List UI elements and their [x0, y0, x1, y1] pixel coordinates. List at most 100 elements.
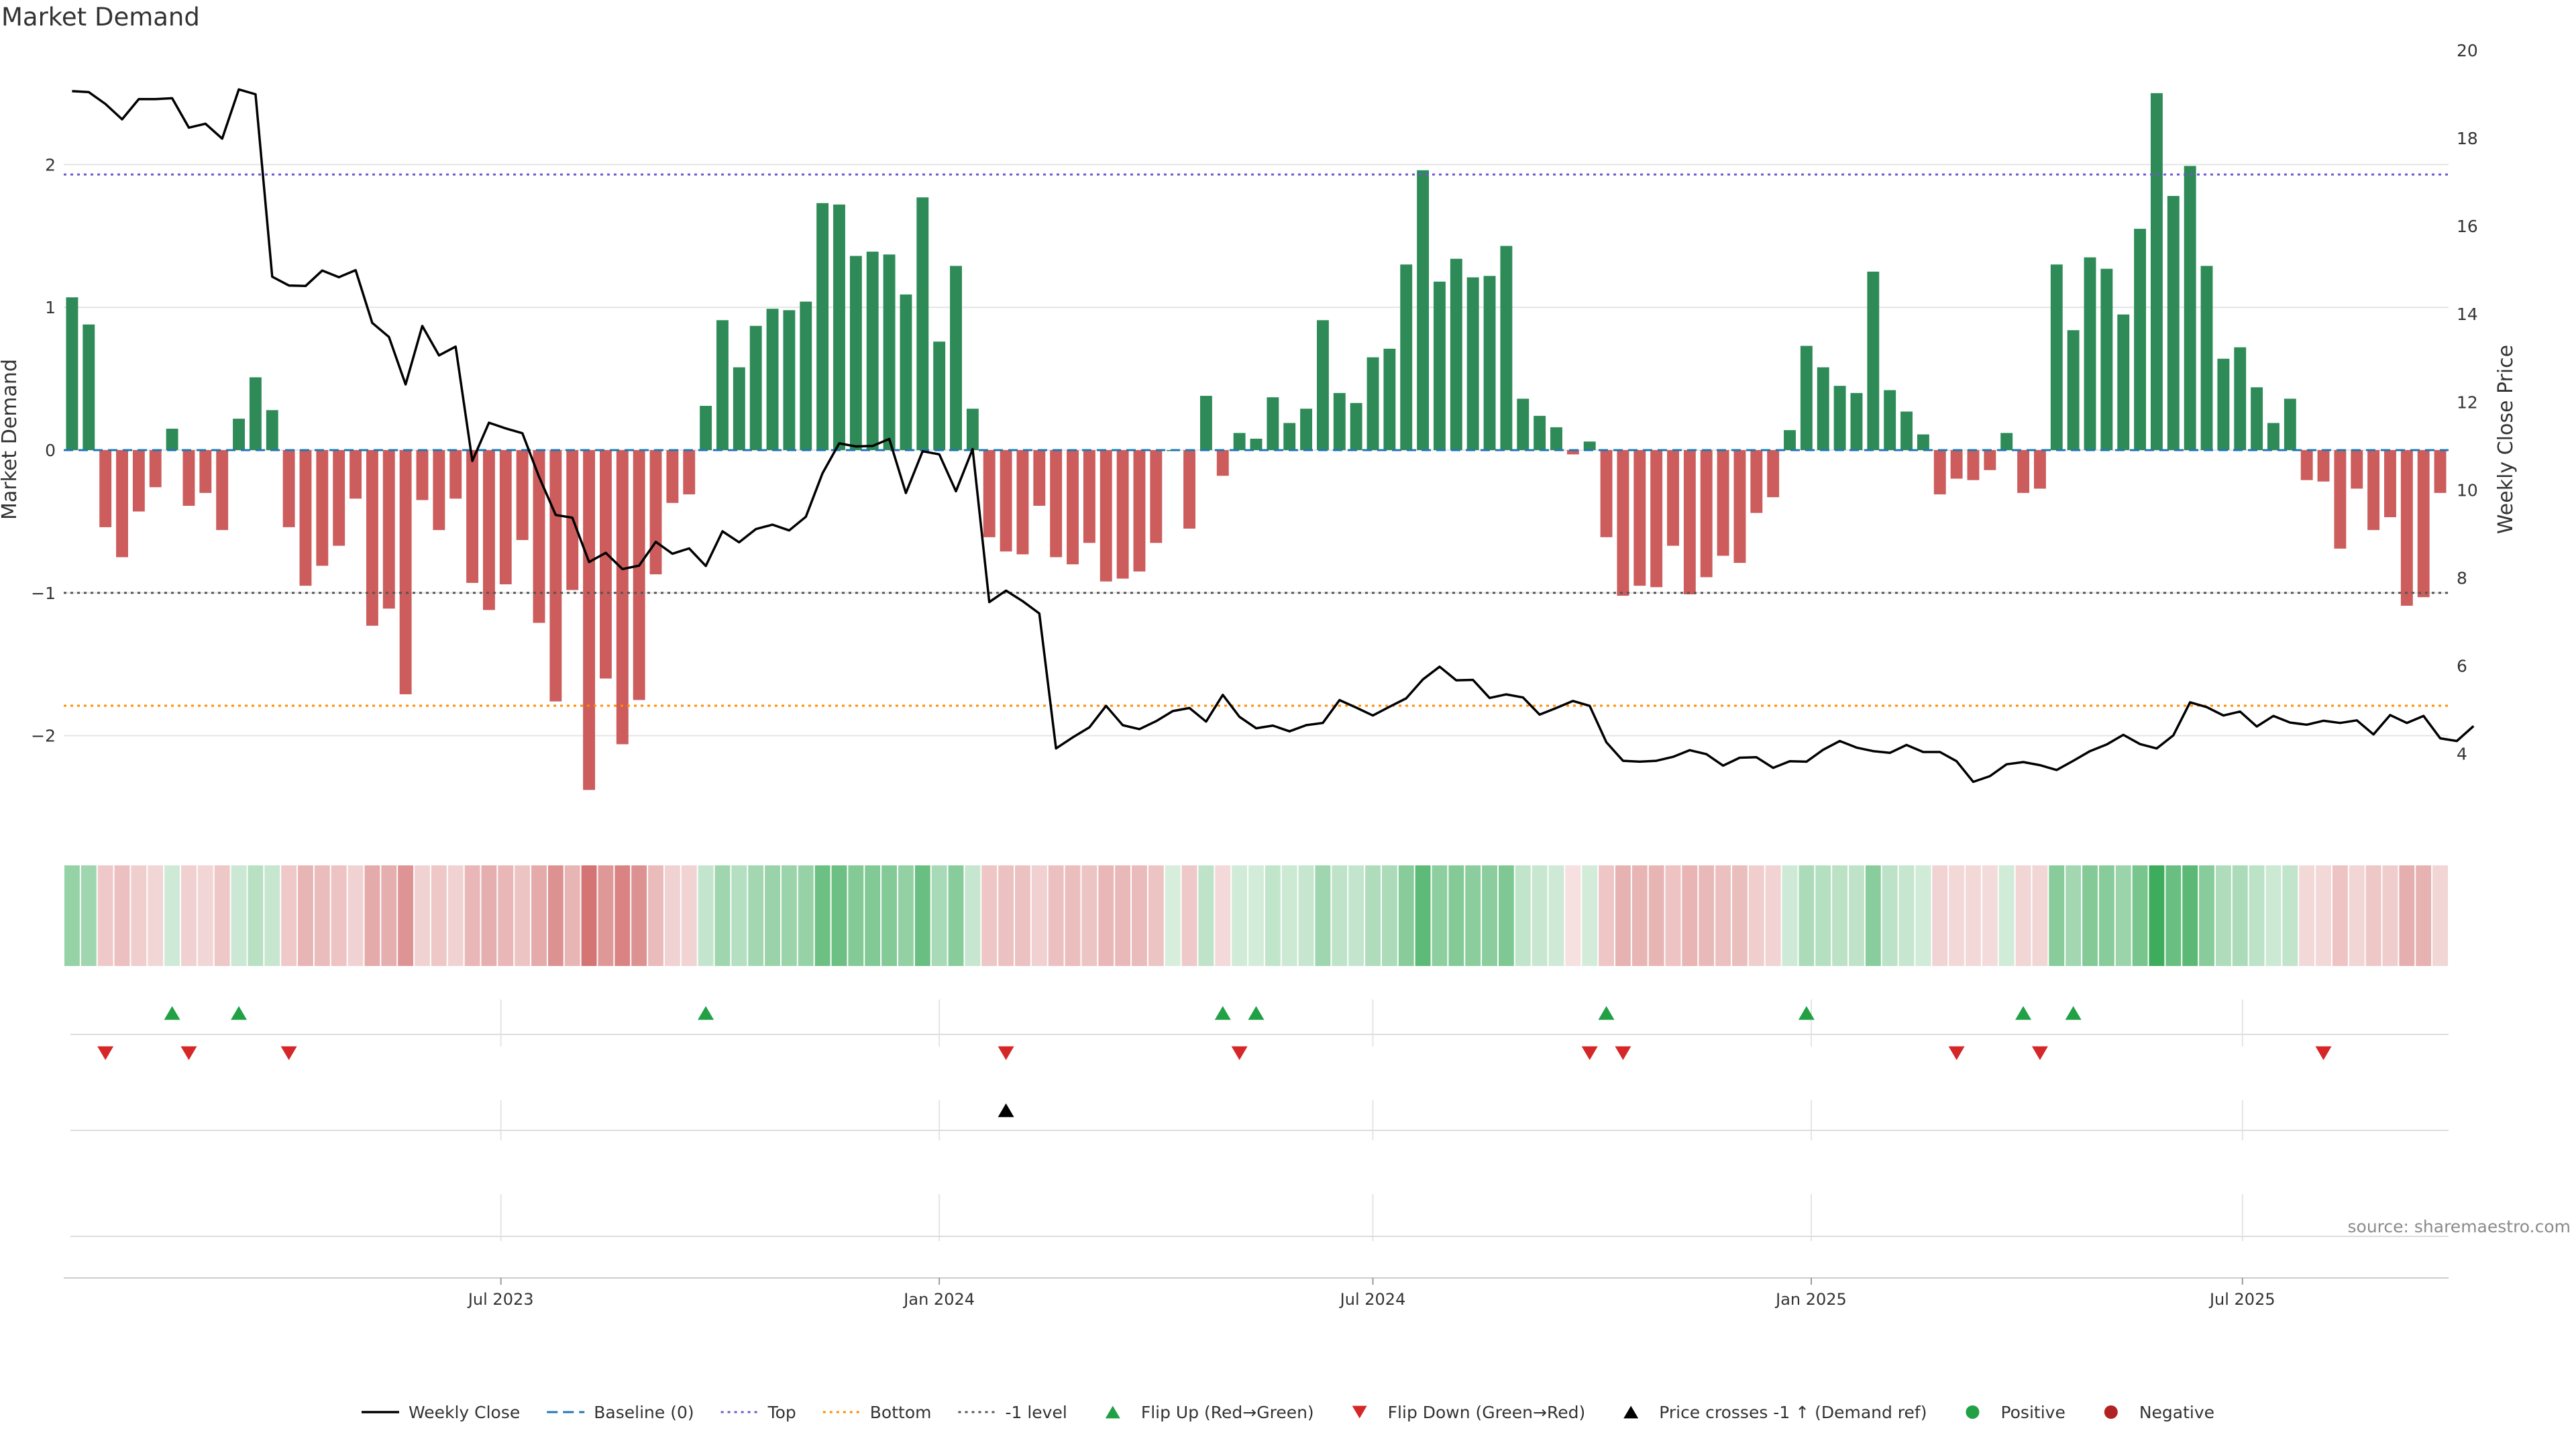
- heatmap-cell: [2015, 865, 2031, 966]
- heatmap-cell: [1031, 865, 1047, 966]
- y-left-tick-label: 1: [45, 298, 56, 317]
- demand-bar: [1283, 423, 1296, 450]
- heatmap-cell: [2332, 865, 2348, 966]
- y-right-tick-label: 14: [2457, 305, 2478, 324]
- demand-bar: [2417, 449, 2430, 598]
- heatmap-cell: [1648, 865, 1664, 966]
- heatmap-cell: [2149, 865, 2165, 966]
- heatmap-cell: [781, 865, 797, 966]
- x-tick-label: Jul 2024: [1339, 1290, 1406, 1309]
- demand-bar: [1233, 433, 1246, 450]
- heatmap-cell: [1782, 865, 1798, 966]
- demand-bar: [2067, 330, 2080, 450]
- heatmap-cell: [2132, 865, 2148, 966]
- flip-down-marker: [97, 1046, 114, 1061]
- demand-bar: [2384, 449, 2396, 517]
- demand-bar: [2150, 93, 2163, 450]
- flip-down-marker: [1948, 1046, 1965, 1061]
- heatmap-cell: [948, 865, 964, 966]
- heatmap-cell: [881, 865, 898, 966]
- demand-bar: [1333, 392, 1346, 450]
- heatmap-cell: [1381, 865, 1397, 966]
- demand-bar: [983, 449, 996, 537]
- demand-bar: [1000, 449, 1012, 552]
- heatmap-cell: [765, 865, 780, 966]
- heatmap-cell: [814, 865, 830, 966]
- heatmap-cell: [314, 865, 330, 966]
- heatmap-cell: [515, 865, 531, 966]
- demand-bar: [1083, 449, 1095, 543]
- demand-bar: [182, 449, 195, 506]
- heatmap-cell: [1732, 865, 1748, 966]
- demand-bar: [666, 449, 679, 503]
- demand-bar: [1784, 430, 1796, 450]
- heatmap-cell: [2182, 865, 2198, 966]
- demand-bar: [449, 449, 462, 499]
- y-left-tick-label: 2: [45, 155, 56, 174]
- heatmap-cell: [2432, 865, 2449, 966]
- demand-bar: [1150, 449, 1163, 543]
- y-right-tick-label: 18: [2457, 129, 2478, 148]
- legend-label: -1 level: [1005, 1403, 1067, 1422]
- heatmap-cell: [1482, 865, 1497, 966]
- heatmap-cell: [1799, 865, 1815, 966]
- heatmap-cell: [1081, 865, 1097, 966]
- heatmap-cell: [1949, 865, 1965, 966]
- flip-up-marker: [2015, 1006, 2032, 1020]
- heatmap-cell: [581, 865, 597, 966]
- heatmap-cell: [1398, 865, 1414, 966]
- legend-item: Negative: [2104, 1403, 2214, 1422]
- heatmap-cell: [664, 865, 680, 966]
- heatmap-cell: [2082, 865, 2098, 966]
- heatmap-cell: [1115, 865, 1131, 966]
- heatmap-cell: [2165, 865, 2182, 966]
- demand-bar: [1600, 449, 1613, 537]
- flip-down-marker: [1231, 1046, 1248, 1061]
- flip-down-marker: [280, 1046, 297, 1061]
- flip-down-marker: [2315, 1046, 2332, 1061]
- heatmap-cell: [1932, 865, 1948, 966]
- heatmap-cell: [1765, 865, 1781, 966]
- heatmap-cell: [681, 865, 697, 966]
- heatmap-cell: [1048, 865, 1064, 966]
- heatmap-cell: [1498, 865, 1514, 966]
- legend-triangle-up-swatch: [1623, 1405, 1639, 1419]
- heatmap-cell: [481, 865, 497, 966]
- heatmap-cell: [2399, 865, 2415, 966]
- demand-bar: [249, 377, 262, 450]
- heatmap-cell: [698, 865, 714, 966]
- heatmap-cell: [1966, 865, 1981, 966]
- heatmap-cell: [714, 865, 731, 966]
- legend-label: Flip Down (Green→Red): [1388, 1403, 1586, 1422]
- heatmap-cell: [381, 865, 397, 966]
- flip-up-marker: [231, 1006, 248, 1020]
- heatmap-cell: [331, 865, 347, 966]
- demand-bar: [1950, 449, 1963, 479]
- demand-bar: [1400, 264, 1413, 450]
- demand-bar: [1683, 449, 1696, 594]
- heatmap-cell: [281, 865, 297, 966]
- heatmap-cell: [1715, 865, 1731, 966]
- demand-bar: [2284, 398, 2296, 450]
- demand-bar: [1617, 449, 1629, 596]
- demand-bar: [766, 309, 779, 450]
- heatmap-cell: [1582, 865, 1598, 966]
- demand-bar: [1750, 449, 1763, 513]
- demand-bar: [1450, 258, 1462, 450]
- heatmap-cell: [1181, 865, 1197, 966]
- heatmap-cell: [498, 865, 514, 966]
- demand-bar: [1216, 449, 1229, 476]
- demand-bar: [950, 266, 962, 450]
- heatmap-cell: [1898, 865, 1915, 966]
- heatmap-cell: [648, 865, 663, 966]
- heatmap-cell: [531, 865, 547, 966]
- heatmap-cell: [1332, 865, 1348, 966]
- heatmap-cell: [831, 865, 847, 966]
- legend-circle-swatch: [1966, 1405, 1980, 1419]
- heatmap-cell: [1415, 865, 1431, 966]
- heatmap-cell: [1682, 865, 1698, 966]
- demand-bar: [149, 449, 162, 488]
- demand-bar: [299, 449, 312, 586]
- demand-bar: [1116, 449, 1129, 579]
- demand-bar: [333, 449, 345, 546]
